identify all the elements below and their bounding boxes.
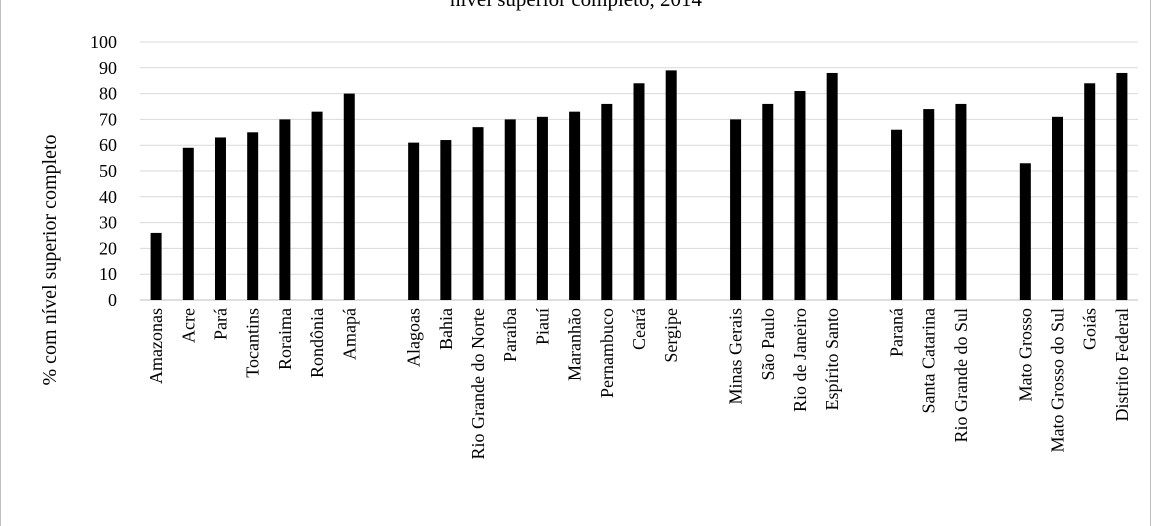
y-tick-label: 70 — [99, 109, 117, 129]
x-tick-label: Alagoas — [404, 308, 424, 367]
x-tick-label: Rondônia — [307, 308, 327, 378]
bar-acre — [182, 147, 194, 300]
x-tick-label: Paraná — [887, 308, 907, 357]
bar-espirito-santo — [826, 72, 838, 301]
bar-paraiba — [504, 119, 516, 301]
bar-para — [214, 137, 226, 300]
x-tick-label: Rio de Janeiro — [790, 308, 810, 412]
bar-amapa — [343, 93, 355, 300]
x-tick-label: Bahia — [436, 308, 456, 350]
bar-piaui — [536, 116, 548, 300]
bar-parana — [891, 129, 903, 300]
bar-ceara — [633, 83, 645, 300]
x-tick-label: Mato Grosso do Sul — [1048, 308, 1068, 453]
bar-maranhao — [569, 111, 581, 300]
y-tick-label: 80 — [99, 84, 117, 104]
x-tick-label: Pernambuco — [597, 308, 617, 398]
bar-sao-paulo — [762, 103, 774, 300]
x-tick-label: Goiás — [1080, 308, 1100, 350]
x-tick-label: Paraíba — [500, 308, 520, 362]
y-tick-label: 90 — [99, 58, 117, 78]
bar-alagoas — [408, 142, 420, 300]
y-tick-label: 30 — [99, 213, 117, 233]
x-tick-label: Minas Gerais — [726, 308, 746, 404]
bar-bahia — [440, 140, 452, 300]
bar-rio-grande-do-norte — [472, 127, 484, 300]
x-tick-label: Acre — [178, 308, 198, 343]
x-tick-label: Amapá — [339, 308, 359, 360]
y-tick-label: 0 — [108, 290, 117, 310]
bar-amazonas — [150, 232, 162, 300]
x-tick-label: Amazonas — [146, 308, 166, 384]
x-tick-label: Pará — [210, 308, 230, 340]
x-tick-label: Piauí — [532, 308, 552, 345]
bar-sergipe — [665, 70, 677, 300]
x-tick-label: Distrito Federal — [1112, 308, 1132, 421]
x-tick-label: São Paulo — [758, 308, 778, 381]
bar-rio-de-janeiro — [794, 91, 806, 301]
y-tick-label: 100 — [90, 32, 117, 52]
bar-mato-grosso-do-sul — [1052, 116, 1064, 300]
bar-distrito-federal — [1116, 72, 1128, 301]
bar-pernambuco — [601, 103, 613, 300]
y-tick-label: 40 — [99, 187, 117, 207]
bar-mato-grosso — [1019, 163, 1031, 300]
x-tick-label: Roraima — [275, 308, 295, 370]
bar-rondonia — [311, 111, 323, 300]
y-tick-label: 20 — [99, 238, 117, 258]
bar-roraima — [279, 119, 291, 301]
bar-santa-catarina — [923, 109, 935, 300]
x-tick-label: Santa Catarina — [919, 308, 939, 413]
x-tick-label: Rio Grande do Norte — [468, 308, 488, 459]
bar-rio-grande-do-sul — [955, 103, 967, 300]
bar-minas-gerais — [730, 119, 742, 301]
x-tick-label: Rio Grande do Sul — [951, 308, 971, 443]
x-tick-label: Sergipe — [661, 308, 681, 363]
y-axis-title: % com nível superior completo — [39, 134, 61, 385]
x-tick-label: Espírito Santo — [822, 308, 842, 411]
x-tick-label: Ceará — [629, 308, 649, 350]
x-tick-label: Maranhão — [565, 308, 585, 381]
y-tick-label: 10 — [99, 264, 117, 284]
x-tick-label: Tocantins — [243, 308, 263, 378]
y-tick-label: 60 — [99, 135, 117, 155]
y-tick-label: 50 — [99, 161, 117, 181]
bar-tocantins — [247, 132, 259, 300]
chart-title: nível superior completo, 2014 — [0, 0, 1152, 12]
bar-goias — [1084, 83, 1096, 300]
x-tick-label: Mato Grosso — [1015, 308, 1035, 402]
